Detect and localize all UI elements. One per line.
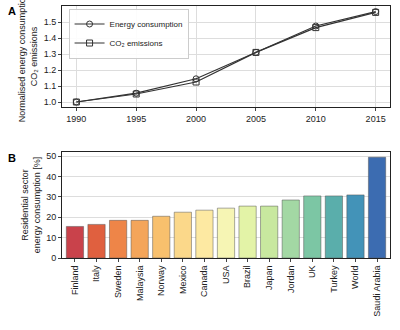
svg-text:Jordan: Jordan bbox=[286, 266, 296, 294]
svg-text:UK: UK bbox=[307, 266, 317, 279]
svg-text:50: 50 bbox=[46, 151, 56, 161]
svg-text:2015: 2015 bbox=[366, 114, 386, 124]
svg-text:1.4: 1.4 bbox=[44, 33, 57, 43]
svg-text:CO₂ emissions: CO₂ emissions bbox=[110, 39, 163, 48]
svg-text:USA: USA bbox=[221, 266, 231, 285]
svg-text:Brazil: Brazil bbox=[243, 266, 253, 289]
svg-text:1.5: 1.5 bbox=[44, 17, 57, 27]
svg-text:0: 0 bbox=[51, 253, 56, 263]
svg-text:1.3: 1.3 bbox=[44, 49, 57, 59]
svg-text:A: A bbox=[8, 5, 16, 17]
svg-text:2005: 2005 bbox=[246, 114, 266, 124]
svg-text:2000: 2000 bbox=[186, 114, 206, 124]
svg-text:Japan: Japan bbox=[264, 266, 274, 291]
svg-text:Malaysia: Malaysia bbox=[135, 266, 145, 302]
svg-text:1.2: 1.2 bbox=[44, 65, 57, 75]
svg-text:Residential sectorenergy consu: Residential sectorenergy consumption [%] bbox=[20, 157, 42, 254]
svg-text:30: 30 bbox=[46, 192, 56, 202]
svg-text:Saudi Arabia: Saudi Arabia bbox=[372, 266, 382, 317]
svg-text:1990: 1990 bbox=[66, 114, 86, 124]
svg-text:Sweden: Sweden bbox=[113, 266, 123, 299]
svg-text:20: 20 bbox=[46, 212, 56, 222]
svg-text:1.0: 1.0 bbox=[44, 97, 57, 107]
svg-text:1995: 1995 bbox=[126, 114, 146, 124]
svg-text:1.1: 1.1 bbox=[44, 81, 57, 91]
svg-text:Norway: Norway bbox=[156, 265, 166, 296]
svg-text:40: 40 bbox=[46, 172, 56, 182]
svg-text:Normalised energy consumption/: Normalised energy consumption/CO₂ emissi… bbox=[17, 0, 39, 122]
svg-text:Energy consumption: Energy consumption bbox=[110, 20, 183, 29]
svg-text:Italy: Italy bbox=[91, 265, 101, 282]
svg-text:Canada: Canada bbox=[199, 266, 209, 298]
svg-text:Mexico: Mexico bbox=[178, 266, 188, 295]
svg-text:10: 10 bbox=[46, 233, 56, 243]
svg-text:World: World bbox=[350, 266, 360, 289]
svg-text:2010: 2010 bbox=[306, 114, 326, 124]
svg-text:B: B bbox=[8, 152, 16, 164]
svg-text:Turkey: Turkey bbox=[329, 265, 339, 293]
svg-text:Finland: Finland bbox=[70, 266, 80, 296]
